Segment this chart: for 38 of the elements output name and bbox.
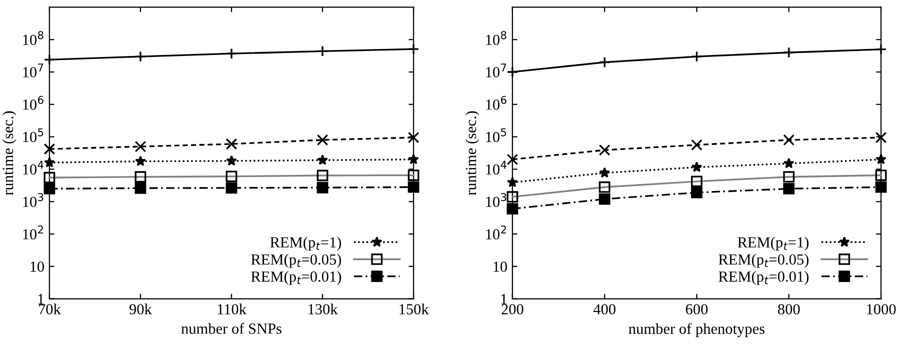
y-tick-label: 10$^{7}$ xyxy=(23,64,44,78)
y-axis-title: runtime (sec.) xyxy=(465,111,480,196)
y-tick-label: 10 xyxy=(30,262,44,272)
x-axis-title: number of SNPs xyxy=(181,322,282,334)
x-tick-label: 110k xyxy=(218,304,246,314)
legend-label: REM(p$_{t}$=1) xyxy=(270,236,342,251)
x-tick-label: 150k xyxy=(400,304,429,314)
y-tick-label: 10$^{3}$ xyxy=(23,193,44,208)
y-tick-label: 10$^{4}$ xyxy=(486,160,506,175)
legend-label: REM(p$_{t}$=0.05) xyxy=(251,254,342,268)
x-tick-label: 400 xyxy=(593,304,616,314)
x-tick-label: 70k xyxy=(38,304,61,314)
y-tick-label: 1 xyxy=(501,294,507,304)
x-tick-label: 90k xyxy=(130,304,152,314)
legend-label: REM(p$_{t}$=0.01) xyxy=(251,270,342,285)
legend-label: REM(p$_{t}$=0.01) xyxy=(718,270,809,285)
x-tick-label: 130k xyxy=(308,304,338,314)
y-tick-label: 10$^{3}$ xyxy=(486,193,506,208)
legend-label: REM(p$_{t}$=1) xyxy=(738,236,809,251)
y-tick-label: 10$^{4}$ xyxy=(23,160,44,175)
x-tick-label: 600 xyxy=(686,304,708,314)
y-tick-label: 10$^{5}$ xyxy=(23,128,44,142)
y-tick-label: 10$^{6}$ xyxy=(23,96,44,110)
x-tick-label: 1000 xyxy=(867,304,896,314)
y-tick-label: 10$^{6}$ xyxy=(486,96,506,110)
y-tick-label: 10 xyxy=(494,262,507,272)
y-tick-label: 10$^{2}$ xyxy=(23,226,43,240)
legend-label: REM(p$_{t}$=0.05) xyxy=(718,254,809,268)
y-tick-label: 10$^{8}$ xyxy=(486,31,506,46)
y-tick-label: 10$^{5}$ xyxy=(486,128,506,142)
x-tick-label: 800 xyxy=(778,304,800,314)
x-axis-title: number of phenotypes xyxy=(628,323,764,338)
y-tick-label: 10$^{2}$ xyxy=(486,226,506,240)
x-tick-label: 200 xyxy=(502,304,524,314)
y-tick-label: 10$^{7}$ xyxy=(486,64,506,78)
y-tick-label: 10$^{8}$ xyxy=(23,31,44,46)
y-tick-label: 1 xyxy=(38,294,44,304)
y-axis-title: runtime (sec.) xyxy=(2,111,16,196)
